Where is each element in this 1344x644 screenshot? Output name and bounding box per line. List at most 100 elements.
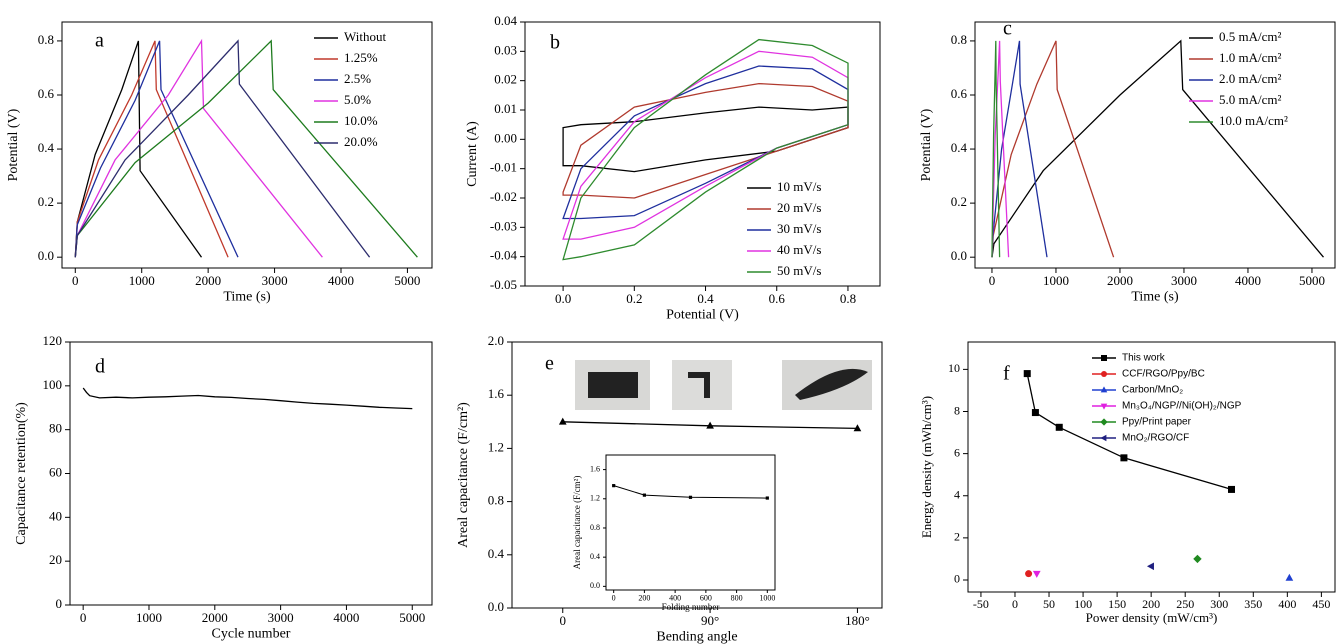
y-tick-label: 0.6 [38, 86, 55, 101]
legend-item: MnO₂/RGO/CF [1092, 433, 1189, 444]
legend-label: 20.0% [344, 134, 378, 149]
y-tick-label: -0.05 [490, 277, 517, 292]
y-tick-label: 0.03 [494, 42, 517, 57]
y-tick-label: 0.8 [951, 32, 967, 47]
x-axis-label: Bending angle [656, 629, 737, 644]
y-axis-label: Areal capacitance (F/cm²) [572, 476, 582, 570]
plot-frame [61, 21, 433, 269]
data-point [765, 496, 769, 500]
x-tick-label: 0 [612, 593, 616, 602]
data-point [1146, 562, 1154, 571]
y-tick-label: 0.6 [951, 86, 968, 101]
x-tick-label: 4000 [333, 610, 359, 625]
x-axis-label: Potential (V) [666, 307, 739, 322]
x-axis-label: Cycle number [212, 626, 291, 641]
series-line [82, 387, 413, 410]
y-tick-label: 40 [49, 508, 62, 523]
series-line [613, 485, 768, 499]
y-tick-label: 0.8 [38, 32, 54, 47]
legend-item: 50 mV/s [747, 263, 821, 278]
y-tick-label: 0.01 [494, 101, 517, 116]
y-tick-label: 0.0 [38, 248, 54, 263]
series-line [74, 38, 323, 258]
y-tick-label: -0.02 [490, 189, 517, 204]
x-tick-label: 2000 [1107, 273, 1133, 288]
y-axis-label: Capacitance retention(%) [14, 402, 29, 545]
y-tick-label: 2 [954, 530, 960, 544]
legend-item: 0.5 mA/cm² [1189, 29, 1281, 44]
x-tick-label: 0.6 [769, 291, 786, 306]
x-tick-label: 400 [1278, 597, 1296, 611]
legend-marker [1100, 434, 1107, 442]
y-tick-label: 0.00 [494, 130, 517, 145]
legend-marker [1101, 355, 1107, 361]
y-tick-label: 0.02 [494, 72, 517, 87]
legend-item: 10 mV/s [747, 179, 821, 194]
y-tick-label: 0 [954, 572, 960, 586]
legend-label: 50 mV/s [777, 263, 821, 278]
data-point [1023, 370, 1031, 378]
legend-label: Mn₃O₄/NGP//Ni(OH)₂/NGP [1122, 401, 1242, 412]
legend-item: 20 mV/s [747, 200, 821, 215]
y-tick-label: 10 [948, 361, 960, 375]
x-axis-label: Time (s) [1131, 289, 1179, 304]
x-tick-label: 0 [989, 273, 996, 288]
panel-label: d [95, 356, 105, 378]
panel-label: e [545, 353, 554, 375]
device [588, 372, 638, 398]
x-tick-label: 0 [72, 273, 79, 288]
y-tick-label: -0.01 [490, 160, 517, 175]
legend-item: 10.0 mA/cm² [1189, 113, 1288, 128]
legend-label: 2.0 mA/cm² [1219, 71, 1281, 86]
data-point [1032, 570, 1041, 578]
y-tick-label: 100 [43, 377, 63, 392]
legend-label: 5.0 mA/cm² [1219, 92, 1281, 107]
legend-label: 1.0 mA/cm² [1219, 50, 1281, 65]
panel-label: c [1003, 18, 1012, 40]
x-tick-label: 0 [80, 610, 87, 625]
legend-label: 20 mV/s [777, 200, 821, 215]
x-tick-label: 0 [1012, 597, 1018, 611]
y-tick-label: 1.6 [488, 386, 505, 401]
x-tick-label: 1000 [1043, 273, 1069, 288]
x-tick-label: 400 [669, 593, 681, 602]
x-tick-label: 450 [1312, 597, 1330, 611]
x-tick-label: 0.2 [626, 291, 642, 306]
x-tick-label: 800 [731, 593, 743, 602]
legend-label: MnO₂/RGO/CF [1122, 433, 1189, 444]
x-tick-label: 0.0 [555, 291, 571, 306]
legend-label: This work [1122, 353, 1166, 364]
data-point [1285, 573, 1294, 581]
legend-label: 2.5% [344, 71, 371, 86]
series-line [74, 40, 239, 258]
series-line [991, 40, 1115, 258]
x-tick-label: 3000 [268, 610, 294, 625]
legend-item: 1.0 mA/cm² [1189, 50, 1281, 65]
plot-frame [511, 341, 883, 609]
data-point [1025, 570, 1033, 578]
legend-label: Without [344, 29, 386, 44]
y-axis-label: Potential (V) [6, 108, 21, 181]
legend-label: Carbon/MnO₂ [1122, 385, 1183, 396]
x-axis-label: Time (s) [223, 289, 271, 304]
legend-item: 2.0 mA/cm² [1189, 71, 1281, 86]
y-tick-label: 0.8 [488, 493, 504, 508]
legend-marker [1100, 418, 1108, 426]
plot-frame [974, 21, 1336, 269]
photo [672, 360, 732, 410]
x-axis-label: Power density (mW/cm³) [1086, 610, 1218, 625]
series-line [74, 40, 203, 258]
legend-label: Ppy/Print paper [1122, 417, 1192, 428]
panel-label: b [550, 32, 560, 54]
y-tick-label: 0.0 [488, 599, 504, 614]
legend-label: 10 mV/s [777, 179, 821, 194]
data-point [688, 495, 693, 499]
y-tick-label: 6 [954, 445, 960, 459]
x-tick-label: 5000 [1299, 273, 1325, 288]
legend-item: 30 mV/s [747, 221, 821, 236]
x-axis-label: Folding number [662, 602, 720, 612]
plot-frame [524, 21, 881, 287]
y-axis-label: Current (A) [465, 121, 480, 187]
plot-frame [605, 454, 776, 591]
legend-item: Mn₃O₄/NGP//Ni(OH)₂/NGP [1092, 401, 1242, 412]
